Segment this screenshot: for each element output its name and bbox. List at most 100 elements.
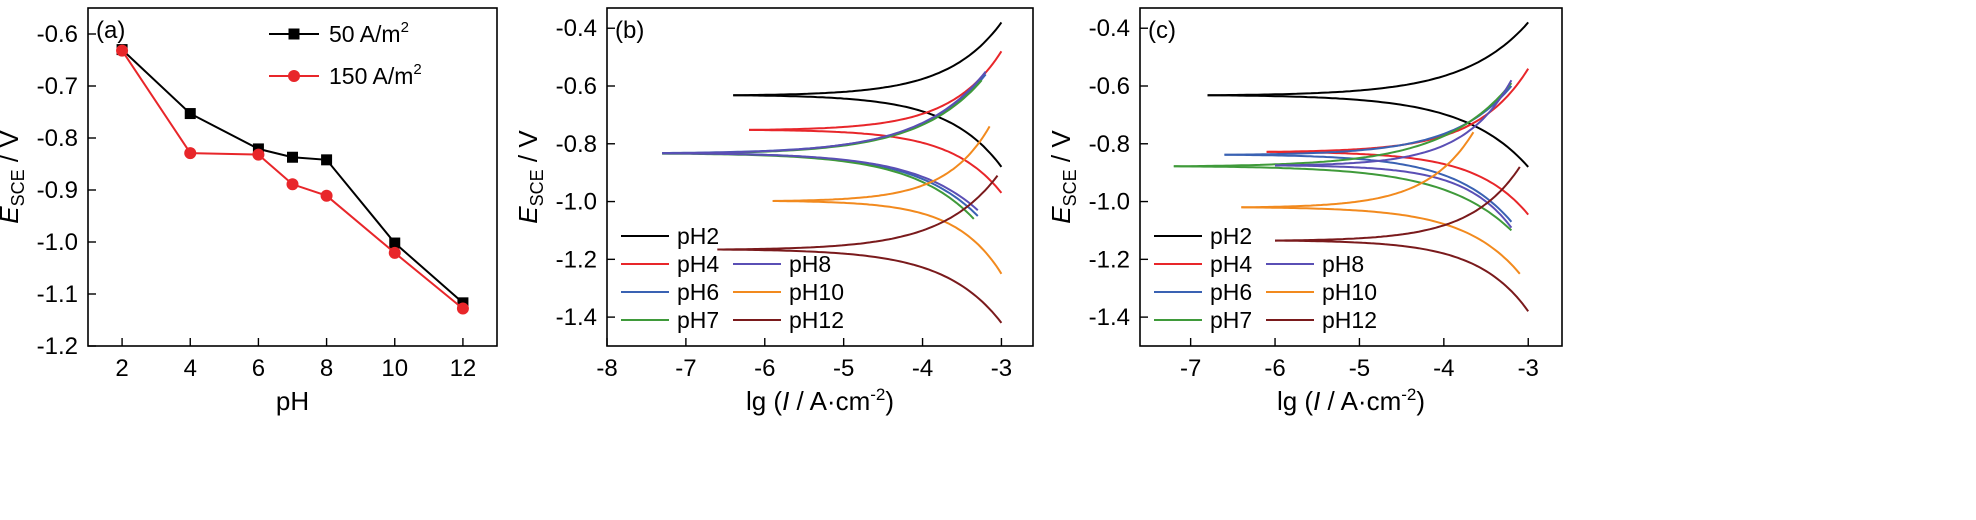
panel-c-series-ph8 bbox=[1274, 79, 1513, 229]
panel-c-x-tick-label: -6 bbox=[1264, 355, 1285, 382]
panel-b-y-tick-label: -0.8 bbox=[556, 131, 597, 158]
panel-b-cathodic-curve bbox=[749, 128, 1003, 194]
panel-c-panel-tag: (c) bbox=[1148, 17, 1176, 44]
panel-b-legend-label: pH7 bbox=[677, 307, 719, 333]
panel-b-anodic-curve bbox=[717, 174, 999, 251]
panel-c-x-axis-label: lg (I / A·cm-2) bbox=[1277, 385, 1425, 416]
panel-b-cathodic-curve bbox=[662, 152, 979, 217]
panel-a-legend-sup: 2 bbox=[413, 61, 421, 78]
panel-a-x-tick-label: 8 bbox=[320, 355, 333, 382]
panel-a-x-tick-label: 6 bbox=[252, 355, 265, 382]
panel-b-x-label-sup: -2 bbox=[870, 385, 885, 404]
panel-a-y-tick-label: -0.7 bbox=[37, 73, 78, 100]
panel-b-panel-tag: (b) bbox=[615, 17, 644, 44]
panel-c-series-ph2 bbox=[1207, 21, 1529, 168]
panel-b-x-label-italic: I bbox=[782, 386, 789, 416]
panel-b-plot-frame bbox=[606, 7, 1034, 347]
panel-a-plot-frame bbox=[87, 7, 498, 347]
panel-b-series-ph4 bbox=[749, 50, 1003, 194]
panel-c-cathodic-curve bbox=[1275, 239, 1530, 312]
panel-a-chart: 2 4 6 8 10 12 -0.6 -0.7 -0.8 -0.9 -1.0 -1.1 -1.2 (a) E… bbox=[0, 7, 498, 416]
panel-c-anodic-curve bbox=[1274, 166, 1521, 242]
panel-a-data-point bbox=[184, 108, 196, 120]
panel-c-x-label-post: ) bbox=[1416, 386, 1425, 416]
panel-a-y-tick-label: -1.0 bbox=[37, 229, 78, 256]
panel-a-x-tick-label: 12 bbox=[450, 355, 477, 382]
panel-b-anodic-curve bbox=[662, 70, 987, 155]
panel-c-series-ph12 bbox=[1274, 166, 1530, 312]
panel-b-series-ph7 bbox=[662, 79, 983, 220]
panel-a-x-tick-label: 4 bbox=[184, 355, 197, 382]
panel-a-legend-marker bbox=[288, 70, 300, 82]
panel-b-y-tick-label: -1.0 bbox=[556, 189, 597, 216]
panel-b-x-label-pre: lg ( bbox=[746, 386, 782, 416]
panel-c-y-tick-label: -1.4 bbox=[1089, 304, 1130, 331]
panel-b-cathodic-curve bbox=[662, 152, 975, 220]
panel-a-data-point bbox=[321, 154, 333, 166]
panel-c-x-label-italic: I bbox=[1313, 386, 1320, 416]
panel-c-legend-label: pH12 bbox=[1322, 307, 1377, 333]
panel-c-y-tick-label: -1.0 bbox=[1089, 189, 1130, 216]
panel-b-y-tick-label: -1.2 bbox=[556, 246, 597, 273]
panel-a-data-point bbox=[286, 178, 299, 191]
panel-c-y-tick-label: -0.6 bbox=[1089, 73, 1130, 100]
panel-a-legend-name: 150 A/m bbox=[329, 63, 413, 89]
panel-b-legend-label: pH2 bbox=[677, 223, 719, 249]
panel-a-legend-marker bbox=[288, 28, 300, 40]
panel-c-x-tick-label: -3 bbox=[1518, 355, 1539, 382]
panel-b-cathodic-curve bbox=[733, 94, 1003, 168]
panel-a-data-point bbox=[320, 189, 333, 202]
panel-b-chart: -8 -7 -6 -5 -4 -3 -0.4 -0.6 -0.8 -1.0 -1.2 -1.4 (b) E… bbox=[513, 7, 1034, 416]
panel-a-y-tick-label: -1.2 bbox=[37, 333, 78, 360]
panel-b-series-ph8 bbox=[662, 70, 987, 211]
panel-c-y-tick-label: -0.4 bbox=[1089, 15, 1130, 42]
panel-b-x-tick-label: -5 bbox=[833, 355, 854, 382]
panel-c-cathodic-curve bbox=[1274, 164, 1513, 229]
panel-a-x-axis-label: pH bbox=[276, 386, 309, 416]
panel-b-y-tick-label: -0.4 bbox=[556, 15, 597, 42]
panel-c-y-tick-label: -1.2 bbox=[1089, 246, 1130, 273]
panel-a-legend-label: 50 A/m2 bbox=[329, 19, 409, 47]
panel-c-legend-label: pH6 bbox=[1210, 279, 1252, 305]
panel-c-legend-label: pH8 bbox=[1322, 251, 1364, 277]
panel-a-y-tick-label: -0.9 bbox=[37, 177, 78, 204]
panel-c-y-label-main: E bbox=[1046, 206, 1076, 224]
panel-a-y-axis-label: ESCE / V bbox=[0, 130, 28, 224]
panel-b-y-label-main: E bbox=[513, 206, 543, 224]
panel-a-y-tick-label: -0.8 bbox=[37, 125, 78, 152]
panel-a-y-label-main: E bbox=[0, 206, 24, 224]
panel-a-data-point bbox=[287, 151, 298, 163]
panel-b-legend-label: pH10 bbox=[789, 279, 844, 305]
panel-a-y-label-sub: SCE bbox=[8, 169, 28, 206]
panel-a-legend-name: 50 A/m bbox=[329, 21, 401, 47]
panel-c-x-label-sup: -2 bbox=[1401, 385, 1416, 404]
panel-b-y-tick-label: -1.4 bbox=[556, 304, 597, 331]
panel-a-x-tick-label: 2 bbox=[115, 355, 128, 382]
panel-a-legend-sup: 2 bbox=[401, 19, 409, 36]
panel-b-series-ph2 bbox=[733, 21, 1003, 168]
panel-c-x-tick-label: -7 bbox=[1180, 355, 1201, 382]
panel-b-y-label-tail: / V bbox=[513, 130, 543, 170]
panel-b-cathodic-curve bbox=[772, 200, 1003, 275]
panel-c-x-tick-label: -5 bbox=[1349, 355, 1370, 382]
panel-c-y-axis-label: ESCE / V bbox=[1046, 130, 1080, 224]
panel-b-x-axis-label: lg (I / A·cm-2) bbox=[746, 385, 894, 416]
panel-c-cathodic-curve bbox=[1173, 165, 1513, 232]
panel-c-legend-label: pH2 bbox=[1210, 223, 1252, 249]
panel-a-legend-label: 150 A/m2 bbox=[329, 61, 422, 89]
panel-c-plot-frame bbox=[1139, 7, 1563, 347]
panel-c-x-label-mid: / A·cm bbox=[1320, 386, 1401, 416]
panel-c-anodic-curve bbox=[1207, 21, 1529, 97]
panel-b-legend-label: pH8 bbox=[789, 251, 831, 277]
panel-c-y-label-tail: / V bbox=[1046, 130, 1076, 170]
panel-b-y-axis-label: ESCE / V bbox=[513, 130, 547, 224]
panel-c-series-ph10 bbox=[1241, 131, 1521, 275]
panel-b-x-tick-label: -7 bbox=[675, 355, 696, 382]
panel-b-legend-label: pH6 bbox=[677, 279, 719, 305]
panel-c-x-label-pre: lg ( bbox=[1277, 386, 1313, 416]
panel-b-anodic-curve bbox=[662, 73, 987, 154]
panel-b-anodic-curve bbox=[733, 21, 1003, 97]
panel-c-series-ph7 bbox=[1173, 82, 1513, 232]
panel-b-anodic-curve bbox=[749, 50, 1003, 131]
